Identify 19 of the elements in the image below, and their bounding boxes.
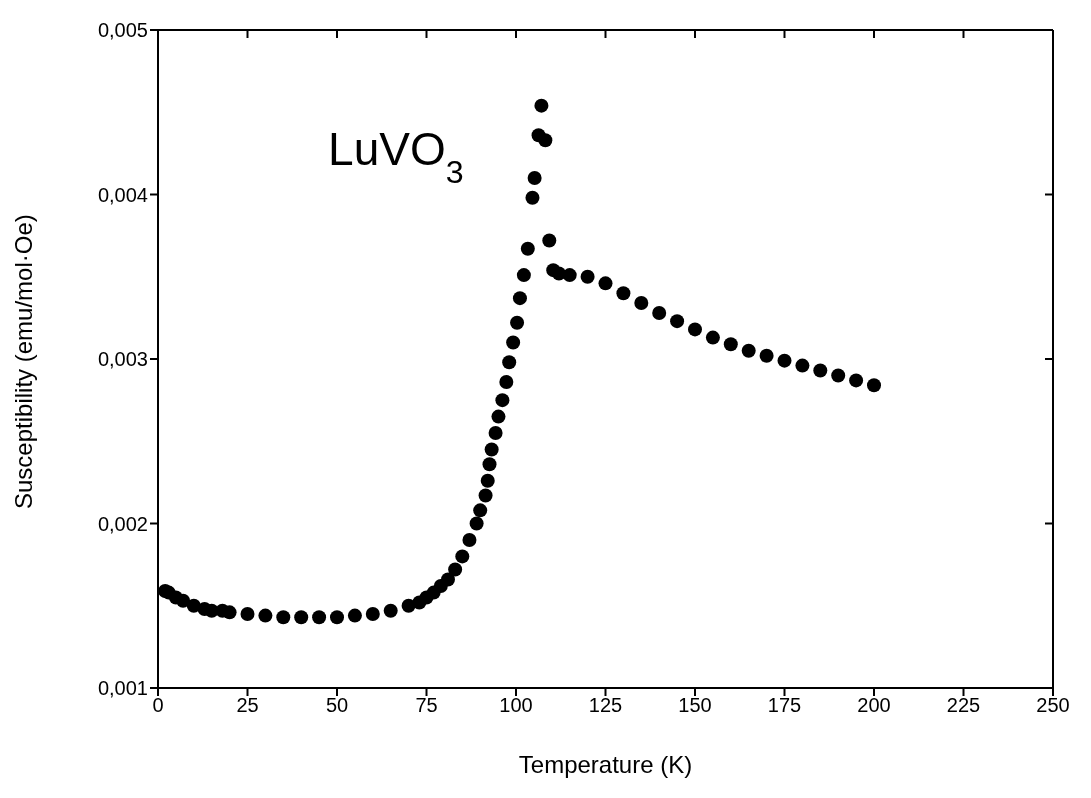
x-tick-label: 100 bbox=[499, 694, 533, 717]
x-tick-label: 175 bbox=[767, 694, 802, 717]
y-axis-title: Susceptibility (emu/mol·Oe) bbox=[9, 214, 37, 509]
y-tick-label: 0,005 bbox=[97, 19, 148, 42]
x-tick-label: 75 bbox=[415, 694, 438, 717]
x-tick-label: 150 bbox=[678, 694, 712, 717]
y-tick-label: 0,003 bbox=[97, 348, 148, 371]
x-tick-label: 50 bbox=[325, 694, 349, 717]
y-tick-label: 0,002 bbox=[97, 512, 148, 535]
y-tick-label: 0,001 bbox=[97, 677, 148, 700]
x-tick-label: 0 bbox=[152, 694, 164, 717]
x-tick-label: 200 bbox=[857, 694, 891, 717]
x-tick-label: 250 bbox=[1036, 694, 1070, 717]
y-tick-label: 0,004 bbox=[97, 183, 148, 206]
x-tick-label: 125 bbox=[588, 694, 623, 717]
x-tick-label: 25 bbox=[236, 694, 259, 717]
annotation: LuVO$_{3}$ bbox=[328, 122, 464, 190]
x-tick-label: 225 bbox=[946, 694, 981, 717]
x-axis-title: Temperature (K) bbox=[518, 751, 693, 778]
